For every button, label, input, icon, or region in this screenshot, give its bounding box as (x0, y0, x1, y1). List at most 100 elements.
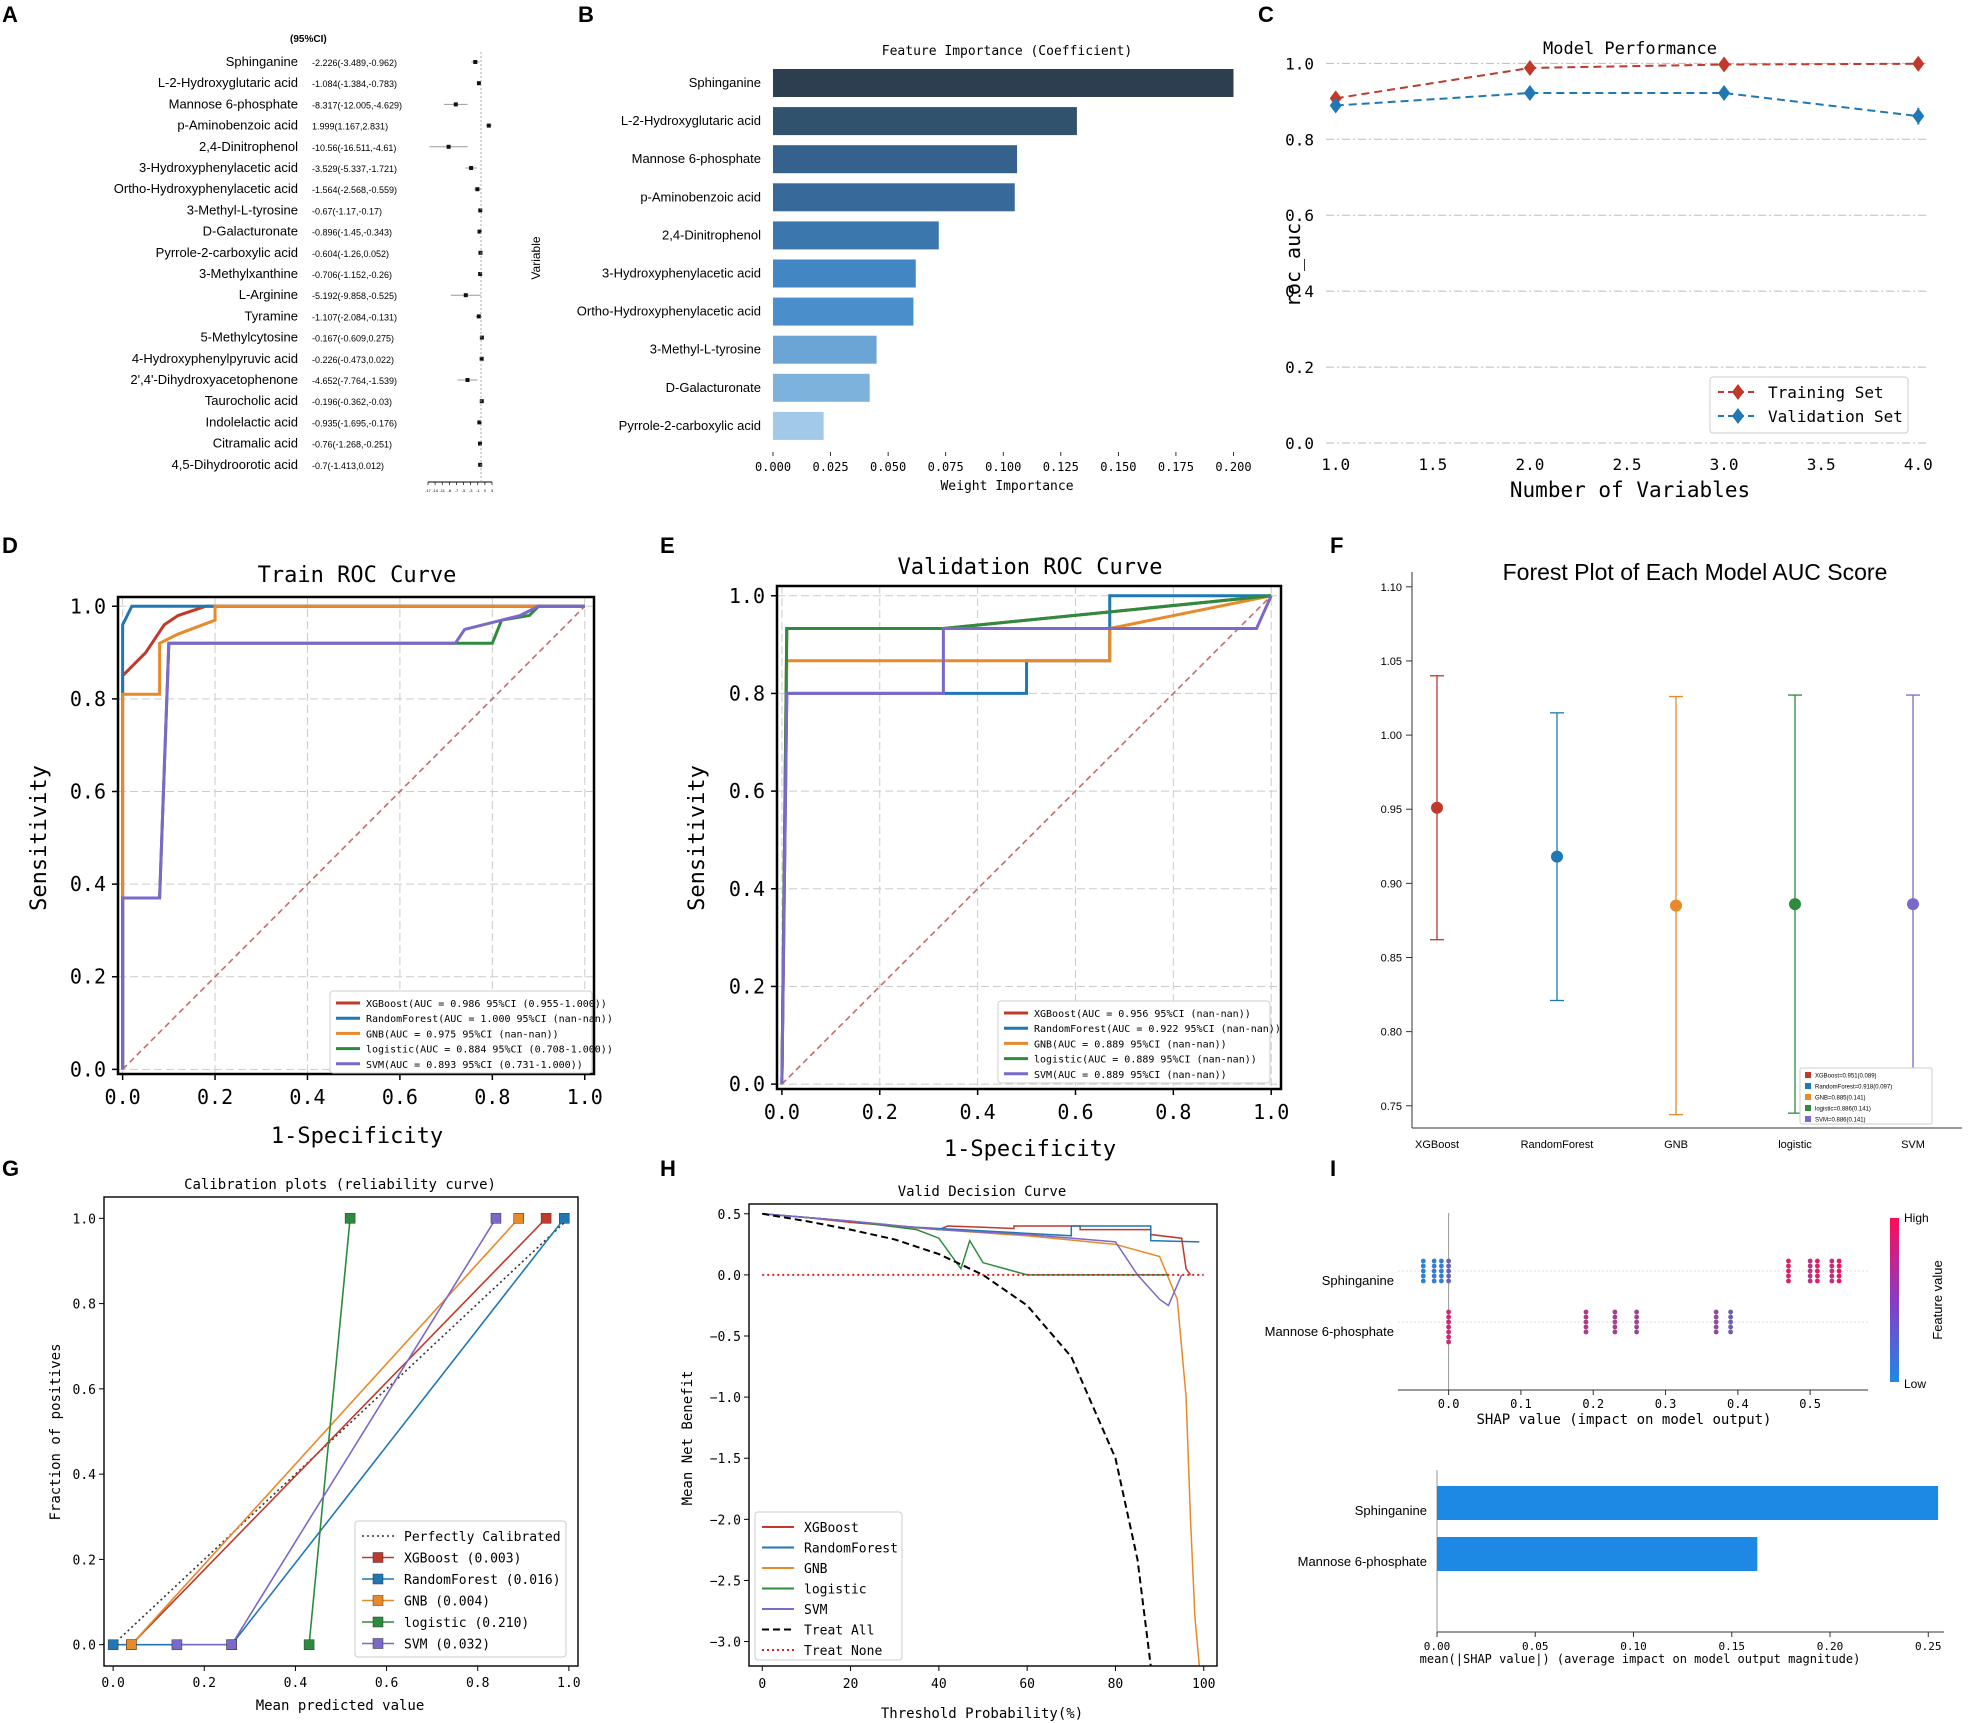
forest-ci-text: -0.7(-1.413,0.012) (312, 461, 384, 471)
f-x-tick-label: RandomForest (1521, 1139, 1594, 1151)
h-y-tick-label: −0.5 (710, 1330, 741, 1345)
panel-f-auc-forest: Forest Plot of Each Model AUC Score 0.75… (1381, 559, 1962, 1151)
h-x-tick-label: 80 (1108, 1677, 1124, 1692)
h-x-label: Threshold Probability(%) (881, 1706, 1083, 1722)
forest-x-tick-label: -17 (425, 488, 432, 493)
g-title: Calibration plots (reliability curve) (184, 1177, 496, 1193)
importance-bar (773, 145, 1018, 174)
g-calibration-line (130, 1217, 520, 1646)
forest-point (476, 314, 481, 319)
h-legend-label: RandomForest (804, 1542, 898, 1557)
e-x-tick-label: 0.6 (1057, 1100, 1093, 1124)
b-x-tick-label: 0.075 (928, 460, 964, 474)
forest-variable-label: 2,4-Dinitrophenol (199, 139, 298, 154)
forest-ci-text: -0.226(-0.473,0.022) (312, 355, 394, 365)
forest-ci-text: -1.084(-1.384,-0.783) (312, 79, 397, 89)
importance-bar-label: 3-Hydroxyphenylacetic acid (602, 266, 761, 281)
i1-shap-point (1438, 1273, 1444, 1279)
e-y-label: Sensitivity (685, 765, 710, 911)
i1-shap-point (1829, 1268, 1835, 1274)
g-x-tick-label: 1.0 (557, 1676, 580, 1691)
e-plot-frame (775, 584, 1283, 1091)
g-legend-label: XGBoost (0.003) (404, 1552, 521, 1567)
i1-shap-point (1836, 1258, 1842, 1264)
i2-feature-label: Sphinganine (1355, 1503, 1427, 1518)
h-decision-curve (762, 1213, 1183, 1307)
g-calibration-line (308, 1218, 351, 1645)
forest-ci-text: -3.529(-5.337,-1.721) (312, 164, 397, 174)
i1-shap-point (1836, 1278, 1842, 1284)
b-x-tick-label: 0.150 (1100, 460, 1136, 474)
forest-ci-text: -1.107(-2.084,-0.131) (312, 312, 397, 322)
c-x-tick-label: 3.0 (1710, 455, 1739, 474)
forest-point (475, 187, 480, 192)
forest-point (473, 60, 478, 64)
e-legend-label: XGBoost(AUC = 0.956 95%CI (nan-nan)) (1034, 1009, 1251, 1020)
forest-ci-text: -0.196(-0.362,-0.03) (312, 397, 392, 407)
h-x-tick-label: 20 (843, 1677, 859, 1692)
i1-shap-point (1814, 1258, 1820, 1264)
i1-shap-point (1786, 1268, 1791, 1274)
g-calibration-marker (171, 1639, 183, 1650)
h-x-tick-label: 60 (1019, 1677, 1035, 1692)
i1-shap-point (1612, 1329, 1618, 1335)
panel-h-decision-curve: Valid Decision Curve 0 20 40 60 80 100 0.5 0.0 −… (680, 1184, 1218, 1722)
i1-shap-point (1728, 1329, 1734, 1335)
i1-shap-point (1446, 1339, 1452, 1345)
i2-shap-bar (1437, 1537, 1758, 1571)
importance-bar-label: Ortho-Hydroxyphenylacetic acid (577, 304, 761, 319)
f-x-tick-label: SVM (1901, 1139, 1925, 1151)
h-legend-label: Treat All (804, 1624, 874, 1639)
h-y-label: Mean Net Benefit (680, 1371, 696, 1506)
e-y-tick-label: 1.0 (729, 584, 765, 608)
d-x-tick-label: 0.8 (474, 1085, 510, 1109)
c-point-marker (1718, 56, 1731, 73)
importance-bar (773, 69, 1234, 97)
importance-bar-label: 2,4-Dinitrophenol (662, 227, 761, 242)
c-x-tick-label: 4.0 (1904, 455, 1933, 474)
panel-g-calibration: Calibration plots (reliability curve) 0.… (48, 1177, 581, 1714)
forest-variable-label: Mannose 6-phosphate (169, 96, 298, 111)
c-y-tick-label: 0.4 (1285, 282, 1314, 301)
forest-point (463, 293, 468, 298)
c-legend-train-marker (1732, 384, 1744, 400)
f-legend-label: SVM=0.886(0.141) (1815, 1118, 1866, 1124)
forest-ci-text: -4.652(-7.764,-1.539) (312, 376, 397, 386)
importance-bar-label: Mannose 6-phosphate (632, 151, 761, 166)
i1-shap-point (1420, 1278, 1426, 1284)
i1-shap-point (1786, 1263, 1791, 1269)
i1-shap-point (1786, 1273, 1791, 1279)
forest-x-tick-label: -11 (439, 488, 445, 493)
forest-point (478, 250, 483, 255)
i1-shap-point (1446, 1329, 1452, 1335)
panel-letter-g: G (2, 1156, 19, 1181)
i1-shap-point (1634, 1309, 1640, 1315)
i1-shap-point (1446, 1319, 1452, 1325)
forest-point (478, 272, 483, 276)
forest-variable-label: 3-Methyl-L-tyrosine (187, 202, 298, 217)
i1-shap-point (1446, 1258, 1452, 1264)
g-legend-box (354, 1520, 567, 1658)
i2-x-tick-label: 0.05 (1522, 1640, 1549, 1653)
forest-ci-text: -10.56(-16.511,-4.61) (312, 143, 396, 153)
i1-shap-point (1438, 1263, 1444, 1269)
i1-shap-point (1612, 1314, 1618, 1320)
forest-point (477, 420, 482, 425)
panel-letter-f: F (1330, 533, 1343, 558)
e-y-tick-label: 0.0 (729, 1072, 765, 1096)
panel-e-validation-roc: Validation ROC Curve 0.0 0.0 0.2 0.2 0.4 0.4 0… (685, 555, 1289, 1162)
c-y-tick-label: 0.0 (1285, 434, 1314, 453)
c-x-tick-label: 1.5 (1418, 455, 1447, 474)
c-x-tick-label: 2.5 (1613, 455, 1642, 474)
i1-shap-point (1634, 1319, 1640, 1325)
forest-ci-text: -5.192(-9.858,-0.525) (312, 291, 397, 301)
e-legend-label: RandomForest(AUC = 0.922 95%CI (nan-nan)… (1034, 1024, 1281, 1035)
h-decision-curve (762, 1213, 1169, 1276)
e-title: Validation ROC Curve (898, 555, 1163, 580)
d-legend-label: logistic(AUC = 0.884 95%CI (0.708-1.000)… (366, 1045, 613, 1056)
b-x-tick-label: 0.000 (755, 460, 791, 474)
importance-bar (773, 335, 877, 364)
b-x-tick-label: 0.100 (985, 460, 1021, 474)
i1-shap-point (1728, 1314, 1734, 1320)
